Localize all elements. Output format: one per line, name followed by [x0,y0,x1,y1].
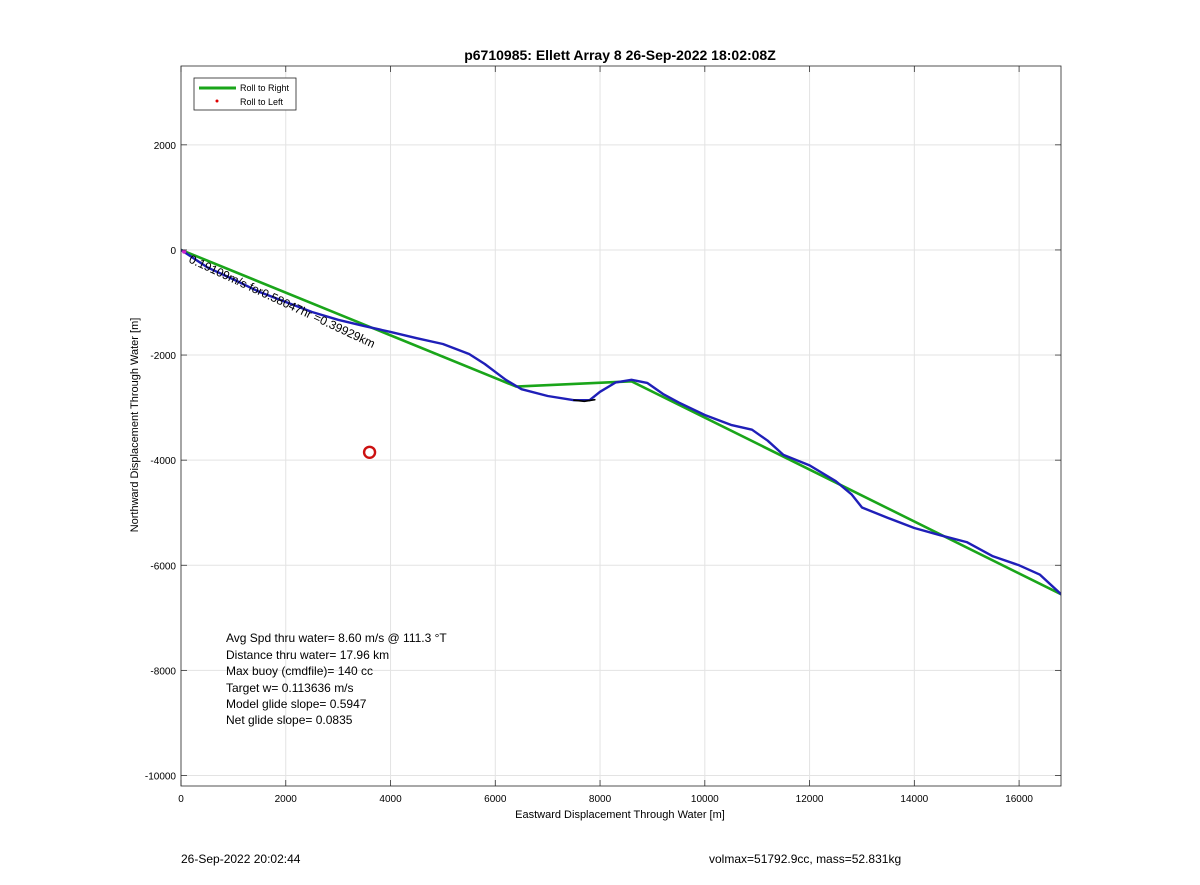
y-axis-label: Northward Displacement Through Water [m] [129,318,141,533]
axes-box [180,65,1062,787]
x-tick-label: 8000 [589,794,612,805]
x-axis-label: Eastward Displacement Through Water [m] [515,809,725,821]
x-tick-label: 16000 [1005,794,1033,805]
x-tick-label: 14000 [900,794,928,805]
y-tick-label: -2000 [150,351,176,362]
grid [180,66,1061,786]
x-tick-label: 2000 [275,794,298,805]
tick-labels: 0 2000 4000 6000 8000 10000 12000 14000 16000 200… [145,141,1034,805]
y-tick-label: 0 [170,246,176,257]
axes-frame [180,65,1062,787]
y-tick-label: -4000 [150,456,176,467]
annotation-distance: Distance thru water= 17.96 km [226,648,389,662]
legend-swatch-roll-left [215,99,219,103]
series-line-0 [181,248,1061,596]
x-tick-label: 10000 [691,794,719,805]
footer-volmax-mass: volmax=51792.9cc, mass=52.831kg [709,852,902,866]
annotation-net-glide: Net glide slope= 0.0835 [226,713,353,727]
annotation-target-w: Target w= 0.113636 m/s [226,681,354,695]
series-layer [181,248,1061,596]
legend-label-roll-left: Roll to Left [240,97,284,107]
stats-annotations: Avg Spd thru water= 8.60 m/s @ 111.3 °T … [226,631,447,727]
legend: Roll to Right Roll to Left [193,77,297,111]
marker-layer [181,249,377,459]
x-tick-label: 6000 [484,794,507,805]
x-tick-label: 12000 [796,794,824,805]
annotation-max-buoy: Max buoy (cmdfile)= 140 cc [226,664,373,678]
legend-box [193,77,297,111]
plot-area [181,66,1061,786]
legend-label-roll-right: Roll to Right [240,83,290,93]
y-tick-label: -6000 [150,561,176,572]
start-marker [181,249,187,254]
annotation-avg-speed: Avg Spd thru water= 8.60 m/s @ 111.3 °T [226,631,447,645]
chart-title: p6710985: Ellett Array 8 26-Sep-2022 18:… [464,47,776,63]
target-marker [362,445,377,459]
y-tick-label: -8000 [150,666,176,677]
x-tick-label: 0 [178,794,184,805]
series-line-1 [181,248,1061,596]
annotation-model-glide: Model glide slope= 0.5947 [226,697,367,711]
series-line-2 [573,398,596,403]
y-tick-label: 2000 [154,141,177,152]
x-tick-label: 4000 [379,794,402,805]
y-tick-label: -10000 [145,771,177,782]
footer-timestamp: 26-Sep-2022 20:02:44 [181,852,301,866]
